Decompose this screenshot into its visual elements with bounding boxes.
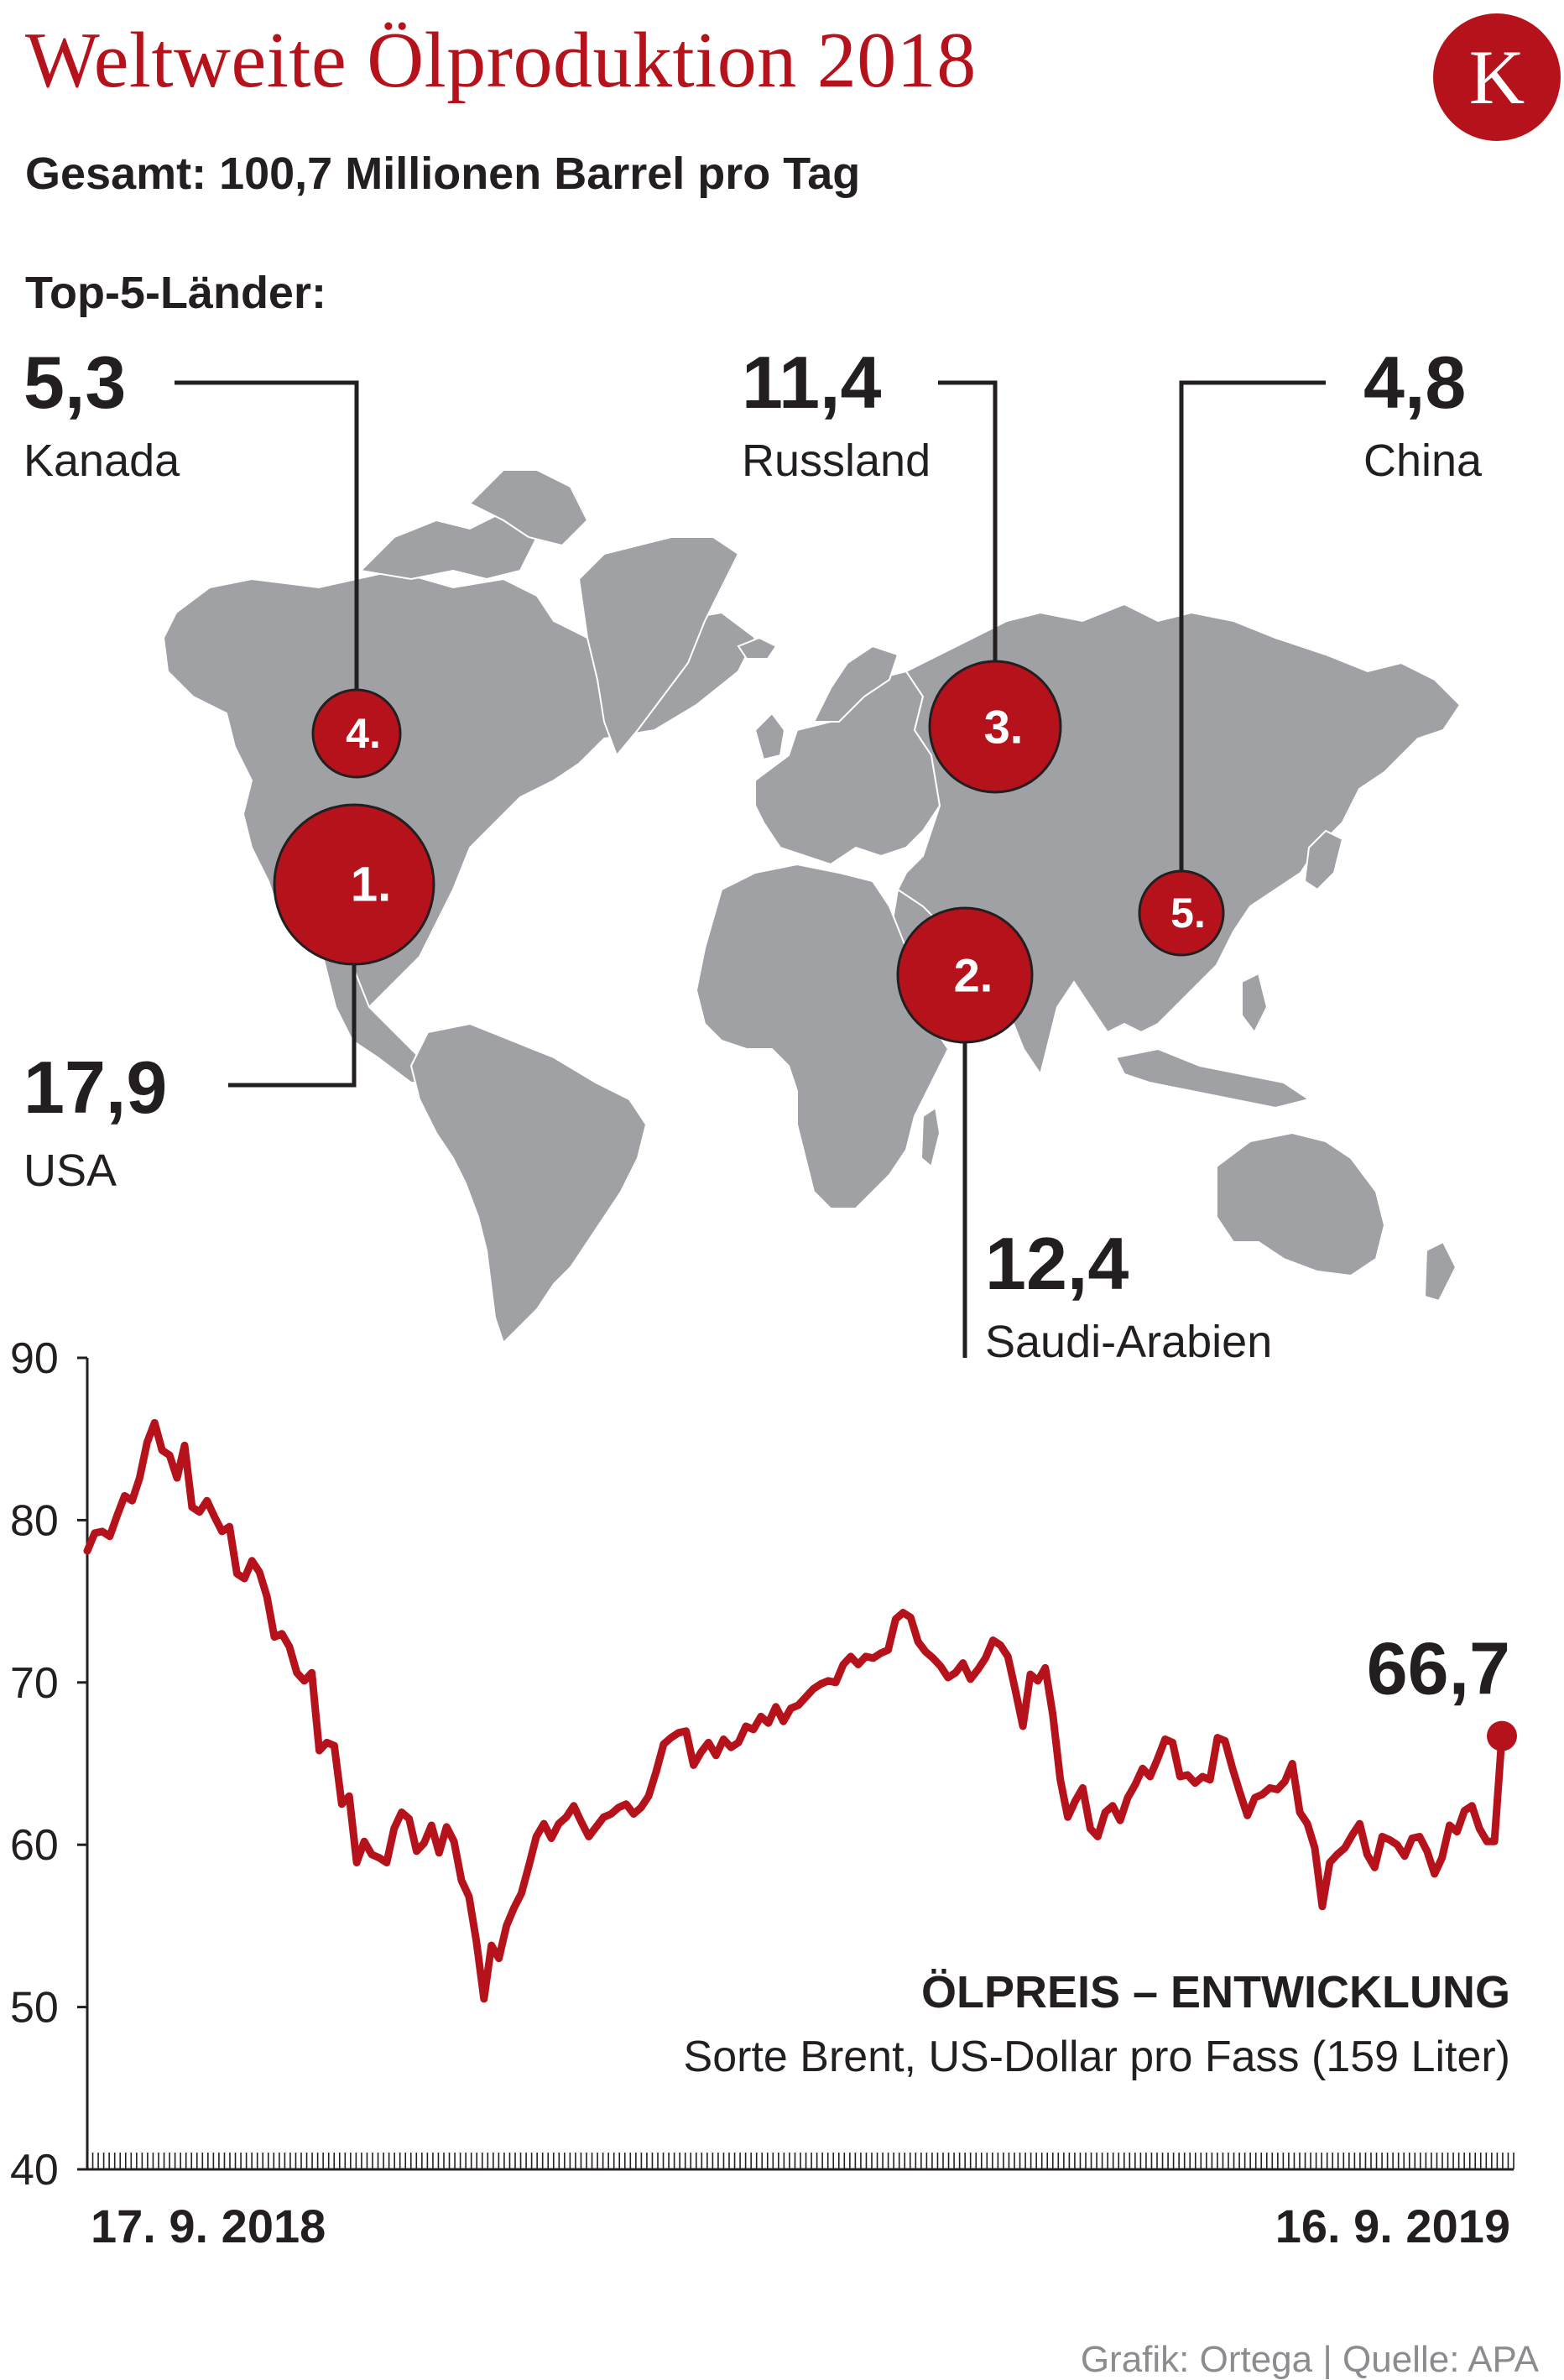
value-russland: 11,4 <box>742 341 882 424</box>
brand-logo: K <box>1433 13 1561 141</box>
rank-label: 3. <box>984 701 1024 754</box>
rank-label: 5. <box>1170 890 1206 937</box>
land-new-zealand <box>1423 1240 1457 1302</box>
land-australia <box>1216 1131 1386 1277</box>
land-indonesia <box>1114 1047 1311 1109</box>
leader-russland <box>938 380 998 673</box>
land-philippines <box>1241 972 1269 1034</box>
leader-china <box>1179 380 1326 890</box>
last-point-marker <box>1487 1720 1517 1751</box>
chart-subtitle: Sorte Brent, US-Dollar pro Fass (159 Lit… <box>684 2033 1510 2081</box>
rank-label: 4. <box>346 710 381 757</box>
value-usa: 17,9 <box>23 1046 168 1129</box>
rank-label: 1. <box>351 858 391 912</box>
land-greenland <box>577 536 740 757</box>
chart-axes <box>86 1358 1514 2171</box>
bubble-china: 5. <box>1138 869 1225 957</box>
country-russland: Russland <box>742 436 931 486</box>
land-iceland <box>737 636 778 660</box>
bubble-usa: 1. <box>273 803 435 966</box>
y-tick-label: 60 <box>10 1821 59 1870</box>
land-madagascar <box>920 1106 941 1168</box>
y-tick-label: 50 <box>10 1984 59 2033</box>
x-start-label: 17. 9. 2018 <box>91 2200 326 2252</box>
top5-heading: Top-5-Länder: <box>25 268 326 318</box>
world-map: 1. 2. 3. 4. 5. <box>162 380 1462 1358</box>
bubble-saudi: 2. <box>896 906 1034 1044</box>
y-tick-label: 40 <box>10 2146 59 2195</box>
country-kanada: Kanada <box>23 436 180 486</box>
value-china: 4,8 <box>1363 341 1467 424</box>
land-arctic-islands-2 <box>468 469 589 547</box>
leader-kanada <box>175 380 359 697</box>
rank-label: 2. <box>954 949 993 1002</box>
country-usa: USA <box>23 1146 117 1196</box>
land-uk <box>753 712 786 761</box>
leader-usa <box>228 957 357 1088</box>
country-china: China <box>1363 436 1483 486</box>
bubble-kanada: 4. <box>311 688 402 779</box>
series-line-brent <box>83 1418 1506 2003</box>
land-japan <box>1303 829 1344 891</box>
bubble-russland: 3. <box>928 660 1062 794</box>
land-africa <box>695 863 950 1209</box>
y-tick-label: 70 <box>10 1659 59 1708</box>
land-south-america <box>409 1022 648 1344</box>
value-saudi-arabien: 12,4 <box>985 1222 1129 1305</box>
last-value-label: 66,7 <box>1367 1627 1510 1710</box>
country-saudi-arabien: Saudi-Arabien <box>985 1317 1273 1367</box>
land-scandinavia <box>812 645 899 723</box>
source-credit: Grafik: Ortega | Quelle: APA <box>1080 2339 1539 2380</box>
value-kanada: 5,3 <box>23 341 127 424</box>
chart-title: ÖLPREIS – ENTWICKLUNG <box>921 1967 1510 2017</box>
total-production-text: Gesamt: 100,7 Millionen Barrel pro Tag <box>25 149 861 199</box>
y-tick-label: 80 <box>10 1496 59 1545</box>
x-end-label: 16. 9. 2019 <box>1275 2200 1510 2252</box>
page-title: Weltweite Ölproduktion 2018 <box>25 17 977 104</box>
